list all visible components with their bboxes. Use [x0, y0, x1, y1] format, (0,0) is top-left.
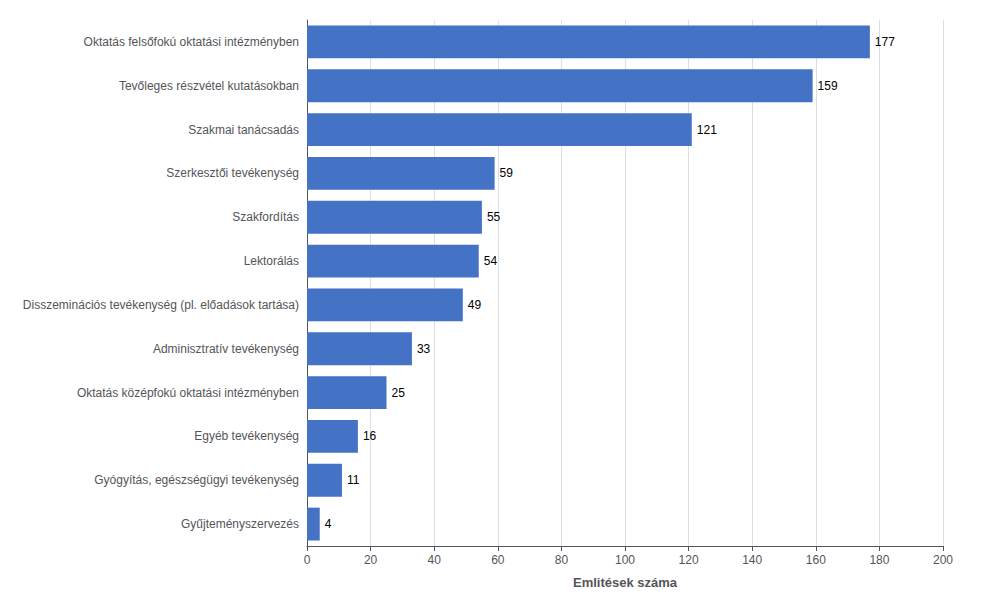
svg-text:60: 60 [491, 553, 505, 567]
svg-text:33: 33 [417, 342, 431, 356]
svg-text:Oktatás középfokú oktatási int: Oktatás középfokú oktatási intézményben [77, 386, 299, 400]
svg-text:Gyűjteményszervezés: Gyűjteményszervezés [181, 517, 299, 531]
svg-text:16: 16 [363, 429, 377, 443]
svg-text:49: 49 [468, 298, 482, 312]
svg-text:20: 20 [364, 553, 378, 567]
svg-text:100: 100 [615, 553, 635, 567]
svg-text:Szakfordítás: Szakfordítás [232, 210, 299, 224]
svg-text:121: 121 [697, 123, 717, 137]
svg-text:Tevőleges részvétel kutatásokb: Tevőleges részvétel kutatásokban [119, 79, 299, 93]
svg-text:Oktatás felsőfokú oktatási int: Oktatás felsőfokú oktatási intézményben [84, 35, 299, 49]
svg-text:160: 160 [806, 553, 826, 567]
svg-text:11: 11 [347, 473, 360, 487]
svg-text:Emlitések száma: Emlitések száma [573, 575, 678, 590]
svg-text:Disszeminációs tevékenység (pl: Disszeminációs tevékenység (pl. előadáso… [23, 298, 299, 312]
svg-text:25: 25 [392, 386, 406, 400]
svg-text:Egyéb tevékenység: Egyéb tevékenység [194, 429, 299, 443]
svg-text:140: 140 [742, 553, 762, 567]
svg-text:4: 4 [325, 517, 332, 531]
svg-text:Szerkesztői tevékenység: Szerkesztői tevékenység [166, 166, 299, 180]
svg-text:54: 54 [484, 254, 498, 268]
svg-text:Szakmai tanácsadás: Szakmai tanácsadás [188, 123, 299, 137]
svg-text:177: 177 [875, 35, 895, 49]
svg-text:Lektorálás: Lektorálás [244, 254, 299, 268]
svg-text:159: 159 [818, 79, 838, 93]
svg-text:0: 0 [304, 553, 311, 567]
svg-text:Adminisztratív tevékenység: Adminisztratív tevékenység [153, 342, 299, 356]
svg-text:Gyógyítás, egészségügyi tevéke: Gyógyítás, egészségügyi tevékenység [94, 473, 299, 487]
svg-text:55: 55 [487, 210, 501, 224]
svg-text:120: 120 [679, 553, 699, 567]
svg-text:200: 200 [933, 553, 953, 567]
svg-text:40: 40 [428, 553, 442, 567]
svg-text:180: 180 [869, 553, 889, 567]
svg-text:80: 80 [555, 553, 569, 567]
svg-text:59: 59 [500, 166, 514, 180]
